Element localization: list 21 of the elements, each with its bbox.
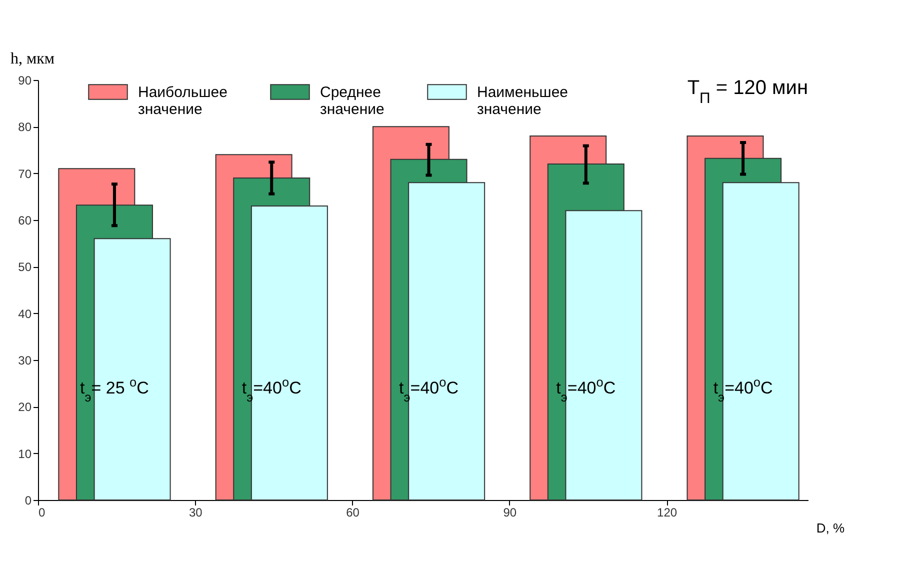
annotation: T$_{П}$ = 120 мин [687, 77, 808, 106]
legend-label: Наибольшее значение [138, 84, 228, 118]
legend-label: Наименьшее значение [477, 84, 568, 118]
legend-label: Среднее значение [320, 84, 384, 118]
y-tick-label: 30 [18, 354, 32, 368]
y-tick-label: 60 [18, 214, 32, 228]
y-tick-label: 50 [18, 260, 32, 274]
y-tick-label: 70 [18, 166, 32, 181]
x-tick-label: 90 [503, 506, 517, 520]
y-tick-label: 90 [18, 74, 32, 88]
x-tick-label: 120 [657, 506, 678, 520]
x-tick-label: 60 [346, 506, 360, 520]
x-tick-label: 0 [38, 506, 46, 520]
x-tick-label: 30 [188, 506, 203, 520]
y-tick-label: 80 [18, 120, 32, 134]
y-axis-title: h, мкм [10, 50, 55, 68]
y-tick-label: 40 [18, 306, 32, 321]
y-tick-label: 0 [24, 494, 32, 508]
y-tick-label: 20 [18, 400, 32, 414]
x-axis-title: D, % [816, 520, 845, 536]
y-tick-label: 10 [18, 446, 32, 461]
